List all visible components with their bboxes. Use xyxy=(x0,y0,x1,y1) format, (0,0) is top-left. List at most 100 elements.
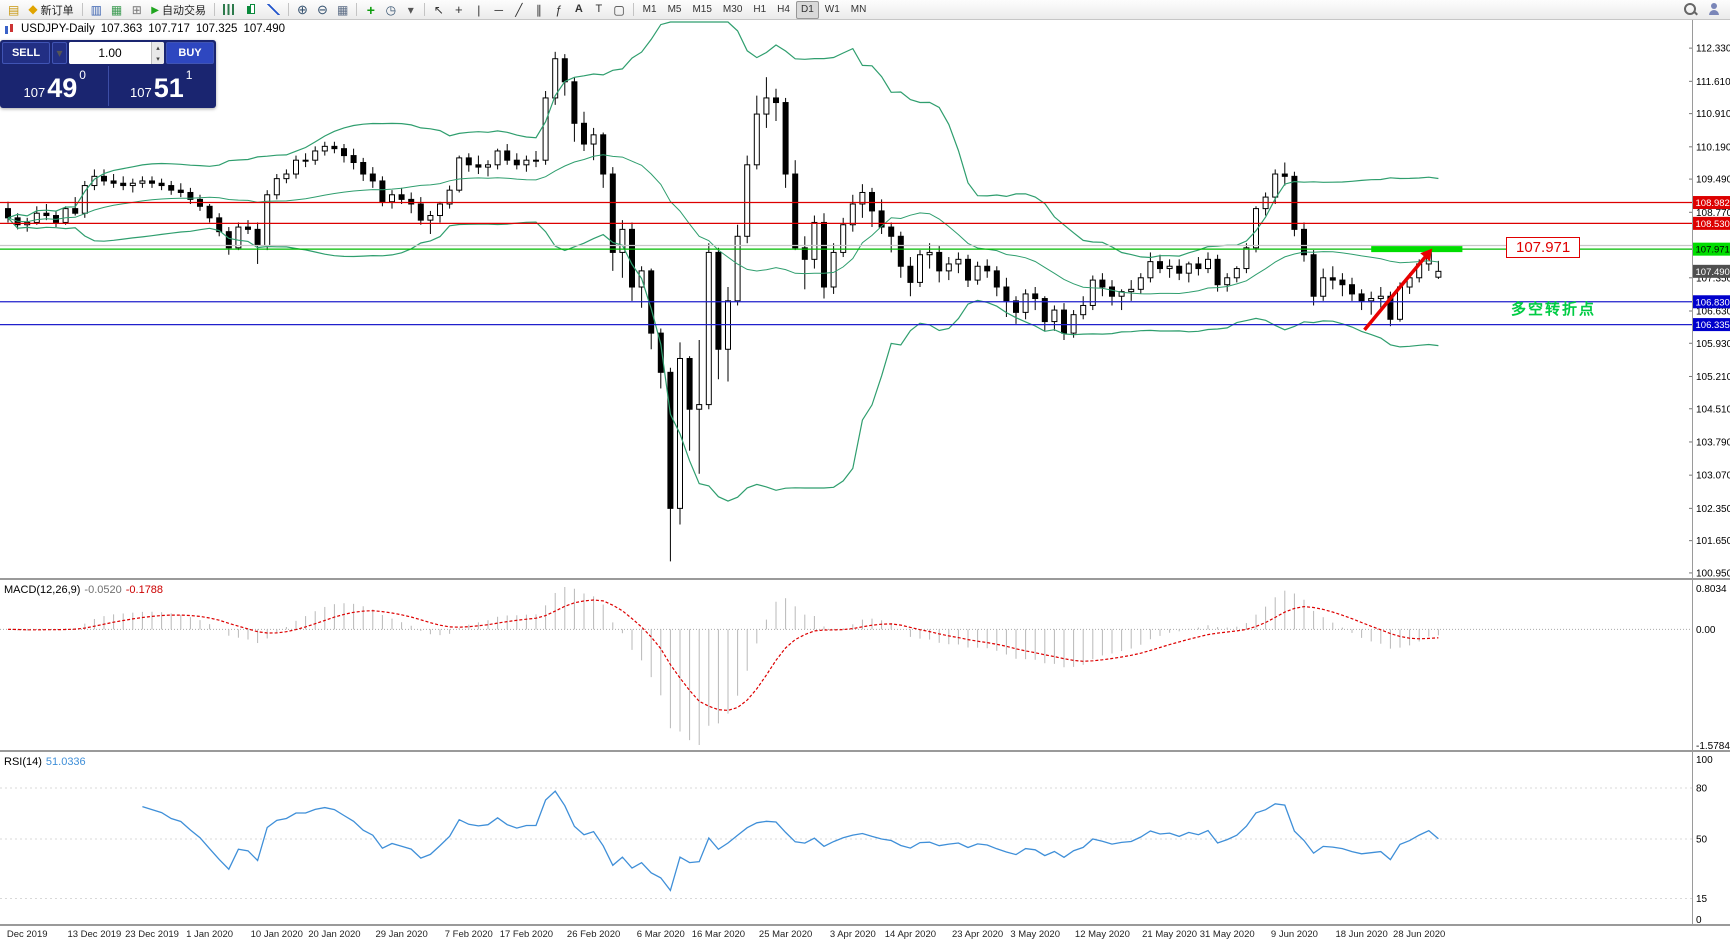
svg-text:101.650: 101.650 xyxy=(1696,536,1730,547)
timeframe-m30-button[interactable]: M30 xyxy=(722,4,743,15)
market-watch-icon[interactable] xyxy=(87,1,106,19)
rsi-panel[interactable]: 100 80 50 15 0 xyxy=(0,755,1713,926)
ohlc-high: 107.717 xyxy=(148,23,190,35)
svg-text:103.790: 103.790 xyxy=(1696,437,1730,448)
macd-panel[interactable]: 0.8034 0.00 -1.5784 xyxy=(0,584,1730,752)
bar-chart-mode-icon[interactable] xyxy=(219,1,240,19)
autotrading-play-icon xyxy=(151,4,159,16)
svg-text:111.610: 111.610 xyxy=(1696,77,1730,88)
timeframe-h4-button[interactable]: H4 xyxy=(777,4,790,15)
periods-icon[interactable] xyxy=(381,1,400,19)
label-tool-icon[interactable] xyxy=(589,1,608,19)
svg-text:13 Dec 2019: 13 Dec 2019 xyxy=(67,929,121,940)
trade-options-dropdown[interactable] xyxy=(52,42,67,64)
price-divider xyxy=(107,66,109,106)
text-tool-icon[interactable] xyxy=(569,1,588,19)
toolbar-separator xyxy=(424,3,426,16)
new-order-icon xyxy=(28,3,37,16)
buy-price-display[interactable]: 107 51 1 xyxy=(109,66,215,106)
date-axis[interactable]: Dec 2019 13 Dec 2019 23 Dec 2019 1 Jan 2020… xyxy=(7,929,1445,940)
ohlc-open: 107.363 xyxy=(100,23,143,35)
tile-windows-icon[interactable] xyxy=(333,1,352,19)
lot-decrease-button[interactable] xyxy=(152,53,164,64)
toolbar-separator xyxy=(356,3,358,16)
svg-text:106.630: 106.630 xyxy=(1696,306,1730,317)
symbol-period-label: USDJPY-Daily xyxy=(21,23,95,35)
toolbar-separator xyxy=(632,3,634,16)
chart-symbol-info: USDJPY-Daily 107.363 107.717 107.325 107… xyxy=(4,23,285,35)
data-window-icon[interactable] xyxy=(107,1,126,19)
horizontal-line-tool-icon[interactable] xyxy=(489,1,508,19)
svg-text:110.910: 110.910 xyxy=(1696,109,1730,120)
svg-text:7 Feb 2020: 7 Feb 2020 xyxy=(445,929,493,940)
vertical-line-tool-icon[interactable] xyxy=(469,1,488,19)
lot-increase-button[interactable] xyxy=(152,42,164,53)
bollinger-bands xyxy=(7,21,1439,502)
new-order-label: 新订单 xyxy=(40,4,74,17)
autotrading-button[interactable]: 自动交易 xyxy=(147,1,210,19)
price-axis[interactable]: 112.330 111.610 110.910 110.190 109.490 108.7… xyxy=(1689,44,1730,580)
macd-signal-value: -0.1788 xyxy=(125,584,164,596)
candlestick-mode-icon[interactable] xyxy=(241,1,262,19)
chart-objects[interactable] xyxy=(1363,246,1463,332)
timeframe-m15-button[interactable]: M15 xyxy=(692,4,712,15)
timeframe-h1-button[interactable]: H1 xyxy=(753,4,767,15)
svg-text:21 May 2020: 21 May 2020 xyxy=(1142,929,1197,940)
crosshair-tool-icon[interactable] xyxy=(449,1,468,19)
svg-text:14 Apr 2020: 14 Apr 2020 xyxy=(885,929,936,940)
new-order-button[interactable]: 新订单 xyxy=(24,1,77,19)
zoom-in-icon[interactable] xyxy=(293,1,312,19)
price-annotation-box[interactable]: 107.971 xyxy=(1506,237,1581,258)
timeframe-w1-button[interactable]: W1 xyxy=(824,4,840,15)
svg-text:112.330: 112.330 xyxy=(1696,44,1730,55)
axis-price-badge xyxy=(1693,264,1730,278)
toolbar-separator xyxy=(81,3,83,16)
candlesticks-series[interactable] xyxy=(5,51,1442,562)
svg-text:25 Mar 2020: 25 Mar 2020 xyxy=(759,929,812,940)
shapes-tool-icon[interactable] xyxy=(609,1,628,19)
community-button[interactable] xyxy=(1703,1,1726,19)
svg-text:50: 50 xyxy=(1696,835,1708,846)
templates-dropdown-icon[interactable] xyxy=(401,1,420,19)
timeframe-m1-button[interactable]: M1 xyxy=(642,4,657,15)
timeframe-d1-button[interactable]: D1 xyxy=(795,0,819,19)
macd-value: -0.0520 xyxy=(84,584,122,596)
fibonacci-tool-icon[interactable] xyxy=(549,1,568,19)
trendline-tool-icon[interactable] xyxy=(509,1,528,19)
buy-price-sup: 1 xyxy=(185,68,193,82)
svg-text:100: 100 xyxy=(1696,755,1713,766)
navigator-icon[interactable] xyxy=(127,1,146,19)
chart-area: 0.8034 0.00 -1.5784 100 80 50 15 0 112.330 111.61… xyxy=(0,20,1730,943)
line-chart-mode-icon[interactable] xyxy=(263,1,284,19)
svg-text:0: 0 xyxy=(1696,915,1702,926)
timeframe-mn-button[interactable]: MN xyxy=(850,4,867,15)
axis-price-badge xyxy=(1693,216,1730,230)
channel-tool-icon[interactable] xyxy=(529,1,548,19)
buy-button[interactable]: BUY xyxy=(166,42,214,64)
svg-text:110.190: 110.190 xyxy=(1696,142,1730,153)
lot-size-input[interactable] xyxy=(69,42,151,64)
chart-canvas[interactable]: 0.8034 0.00 -1.5784 100 80 50 15 0 112.330 111.61… xyxy=(0,20,1730,943)
zoom-out-icon[interactable] xyxy=(313,1,332,19)
svg-text:108.530: 108.530 xyxy=(1696,219,1730,230)
cursor-tool-icon[interactable] xyxy=(429,1,448,19)
rsi-name: RSI(14) xyxy=(4,756,42,768)
new-chart-icon[interactable] xyxy=(4,1,23,19)
main-toolbar: 新订单 自动交易 M1 M5 M15 M30 H1 H4 xyxy=(0,0,1730,20)
svg-text:29 Jan 2020: 29 Jan 2020 xyxy=(375,929,427,940)
sell-price-display[interactable]: 107 49 0 xyxy=(2,66,108,106)
toolbar-separator xyxy=(213,3,215,16)
turning-point-label[interactable]: 多空转折点 xyxy=(1511,301,1597,318)
sell-button[interactable]: SELL xyxy=(2,42,50,64)
timeframe-m5-button[interactable]: M5 xyxy=(667,4,682,15)
indicators-icon[interactable] xyxy=(361,1,380,19)
svg-text:108.770: 108.770 xyxy=(1696,208,1730,219)
trend-arrow-line[interactable] xyxy=(1363,254,1428,332)
svg-text:105.930: 105.930 xyxy=(1696,339,1730,350)
svg-text:26 Feb 2020: 26 Feb 2020 xyxy=(567,929,620,940)
search-button[interactable] xyxy=(1679,1,1702,19)
chart-mini-icon xyxy=(4,23,15,35)
svg-text:106.830: 106.830 xyxy=(1696,297,1730,308)
rsi-indicator-label: RSI(14) 51.0336 xyxy=(4,756,86,768)
svg-text:17 Feb 2020: 17 Feb 2020 xyxy=(500,929,553,940)
